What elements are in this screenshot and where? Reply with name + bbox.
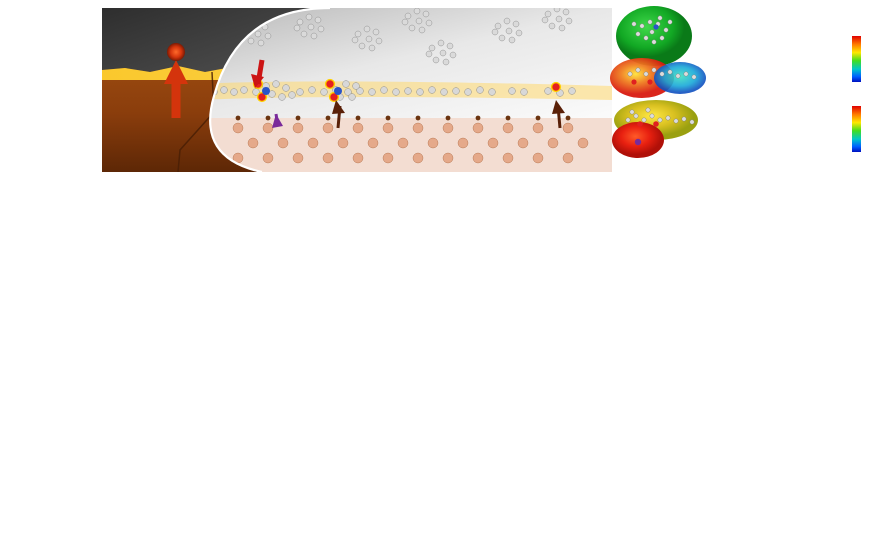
panel-f-stability — [0, 344, 612, 533]
ndi-c60-esp — [610, 6, 706, 98]
panel-a — [0, 0, 612, 172]
panel-g-pce-boxplot — [612, 344, 880, 533]
panel-e-energy-diagram — [612, 172, 880, 344]
panel-c-xps-i3d — [0, 172, 312, 344]
panel-e — [612, 172, 880, 344]
panel-a-schematic — [102, 8, 612, 172]
panel-b-esp-maps — [610, 6, 861, 158]
panel-g — [612, 344, 880, 533]
panel-f — [0, 344, 612, 533]
colorbar-0 — [852, 36, 861, 82]
panel-d — [312, 172, 612, 344]
colorbar-1 — [852, 106, 861, 152]
panel-b — [610, 0, 880, 172]
panel-d-xps-pb4f — [312, 172, 612, 344]
ndi-iodine-esp — [612, 100, 698, 158]
panel-c — [0, 172, 312, 344]
